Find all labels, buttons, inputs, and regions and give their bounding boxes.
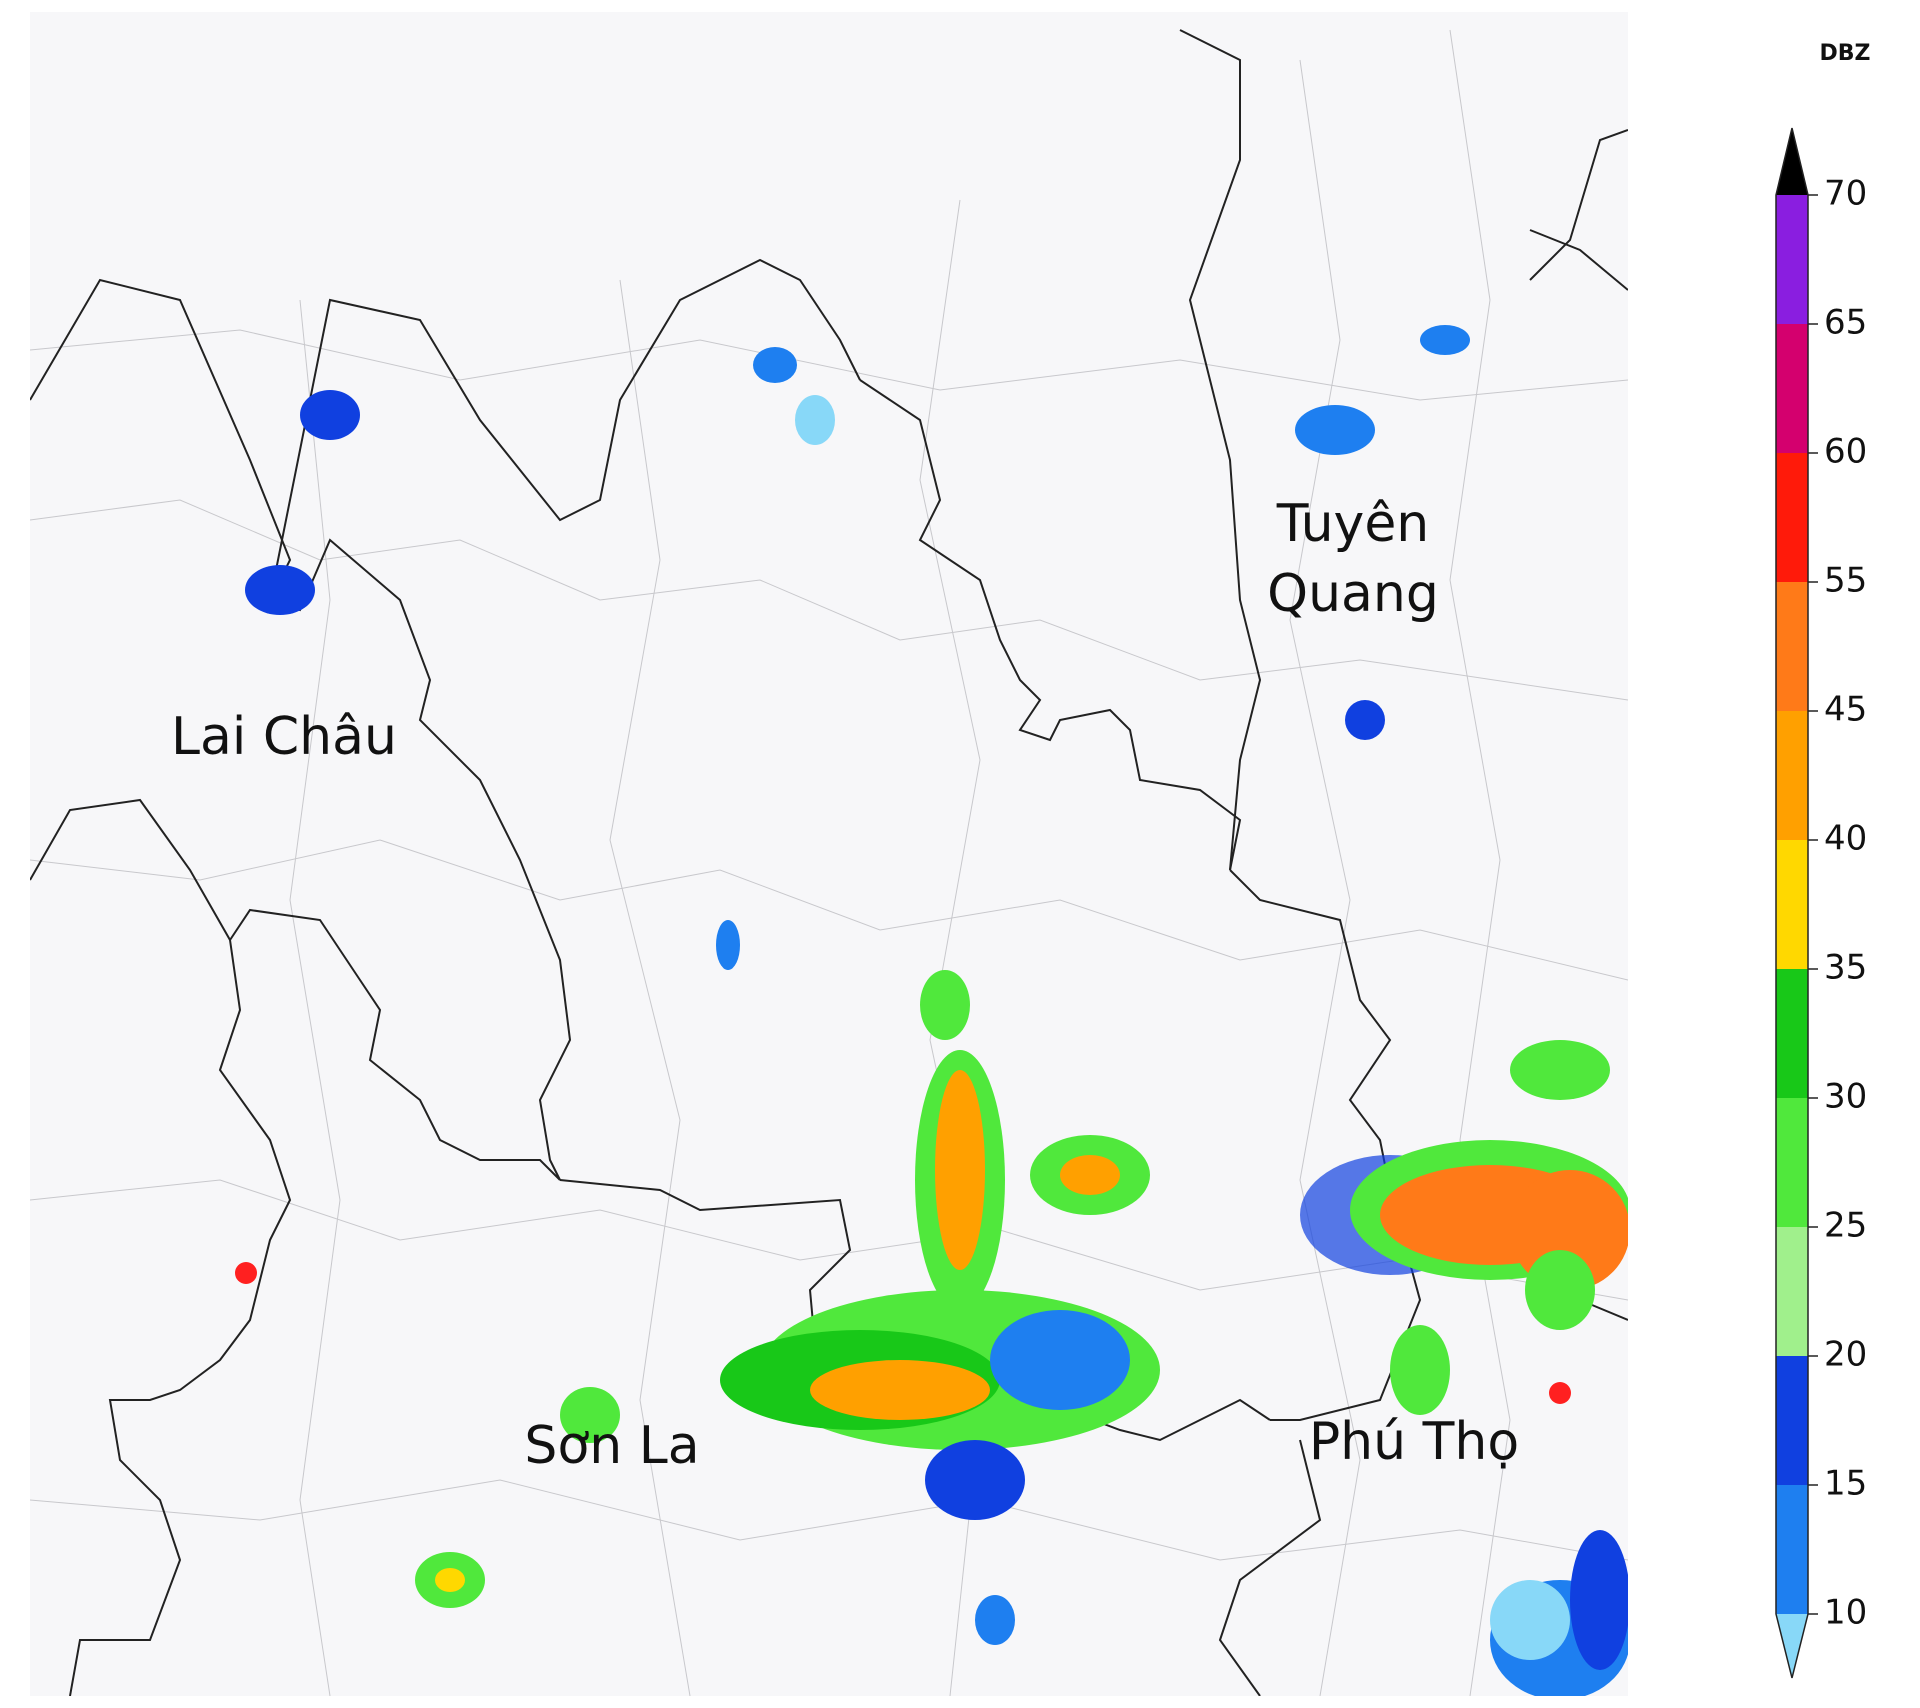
colorbar-bin — [1776, 582, 1808, 711]
station-marker — [1549, 1382, 1571, 1404]
colorbar-tick-label: 25 — [1824, 1206, 1867, 1246]
colorbar-bin — [1776, 1485, 1808, 1614]
province-borders — [30, 29, 1628, 1696]
colorbar-over — [1776, 128, 1808, 195]
colorbar-tick-label: 40 — [1824, 819, 1867, 859]
colorbar-bin — [1776, 324, 1808, 453]
colorbar-bin — [1776, 1098, 1808, 1227]
place-label: Quang — [1267, 564, 1439, 624]
place-label: Phú Thọ — [1309, 1412, 1519, 1472]
colorbar-bin — [1776, 195, 1808, 324]
colorbar-tick-label: 70 — [1824, 174, 1867, 214]
colorbar-title: DBZ — [1820, 41, 1871, 66]
map — [30, 29, 1628, 1696]
station-marker — [235, 1262, 257, 1284]
colorbar-tick-label: 35 — [1824, 948, 1867, 988]
place-label: Sơn La — [524, 1416, 699, 1476]
colorbar-tick-label: 15 — [1824, 1464, 1867, 1504]
radar-echoes — [245, 325, 1628, 1696]
colorbar-tick-label: 10 — [1824, 1593, 1867, 1633]
colorbar-bin — [1776, 840, 1808, 969]
colorbar-bin — [1776, 711, 1808, 840]
place-labels: Tuyên Quang Lai Châu Sơn La Phú Thọ — [171, 494, 1519, 1476]
colorbar-under — [1776, 1614, 1808, 1678]
place-label: Tuyên — [1276, 494, 1430, 554]
place-label: Lai Châu — [171, 707, 397, 767]
colorbar-tick-label: 65 — [1824, 303, 1867, 343]
colorbar-tick-label: 30 — [1824, 1077, 1867, 1117]
colorbar-bin — [1776, 453, 1808, 582]
colorbar-tick-label: 60 — [1824, 432, 1867, 472]
colorbar-tick-label: 45 — [1824, 690, 1867, 730]
colorbar-bin — [1776, 969, 1808, 1098]
colorbar: 10 15 20 25 30 35 40 45 55 60 65 70 — [1775, 127, 1867, 1679]
colorbar-bin — [1776, 1227, 1808, 1356]
colorbar-bin — [1776, 1356, 1808, 1485]
colorbar-tick-label: 20 — [1824, 1335, 1867, 1375]
colorbar-tick-label: 55 — [1824, 561, 1867, 601]
